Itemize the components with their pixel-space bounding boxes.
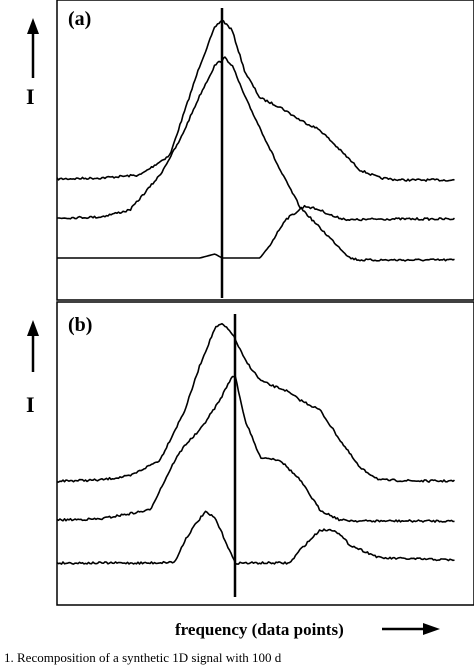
panel-b-frame (56, 301, 474, 606)
panel-b-intensity-arrow (27, 320, 39, 372)
frequency-arrow (382, 623, 440, 635)
figure-caption: 1. Recomposition of a synthetic 1D signa… (4, 650, 282, 665)
panel-a-trace-3 (57, 204, 455, 259)
panel-a-series-group (56, 19, 455, 262)
panel-b-intensity-label: I (26, 392, 35, 417)
panel-b-trace-1 (56, 322, 455, 483)
panel-a-trace-2 (57, 56, 455, 262)
panel-a-trace-1 (56, 19, 455, 182)
panel-b-trace-2 (56, 375, 455, 523)
frequency-axis-label: frequency (data points) (175, 620, 344, 639)
panel-a-frame (56, 0, 474, 301)
panel-b-trace-3 (56, 510, 455, 565)
panel-b-label: (b) (68, 314, 92, 336)
panel-a-intensity-label: I (26, 84, 35, 109)
panel-a-intensity-arrow (27, 18, 39, 78)
panel-b-series-group (56, 322, 455, 565)
panel-a-label: (a) (68, 8, 91, 30)
